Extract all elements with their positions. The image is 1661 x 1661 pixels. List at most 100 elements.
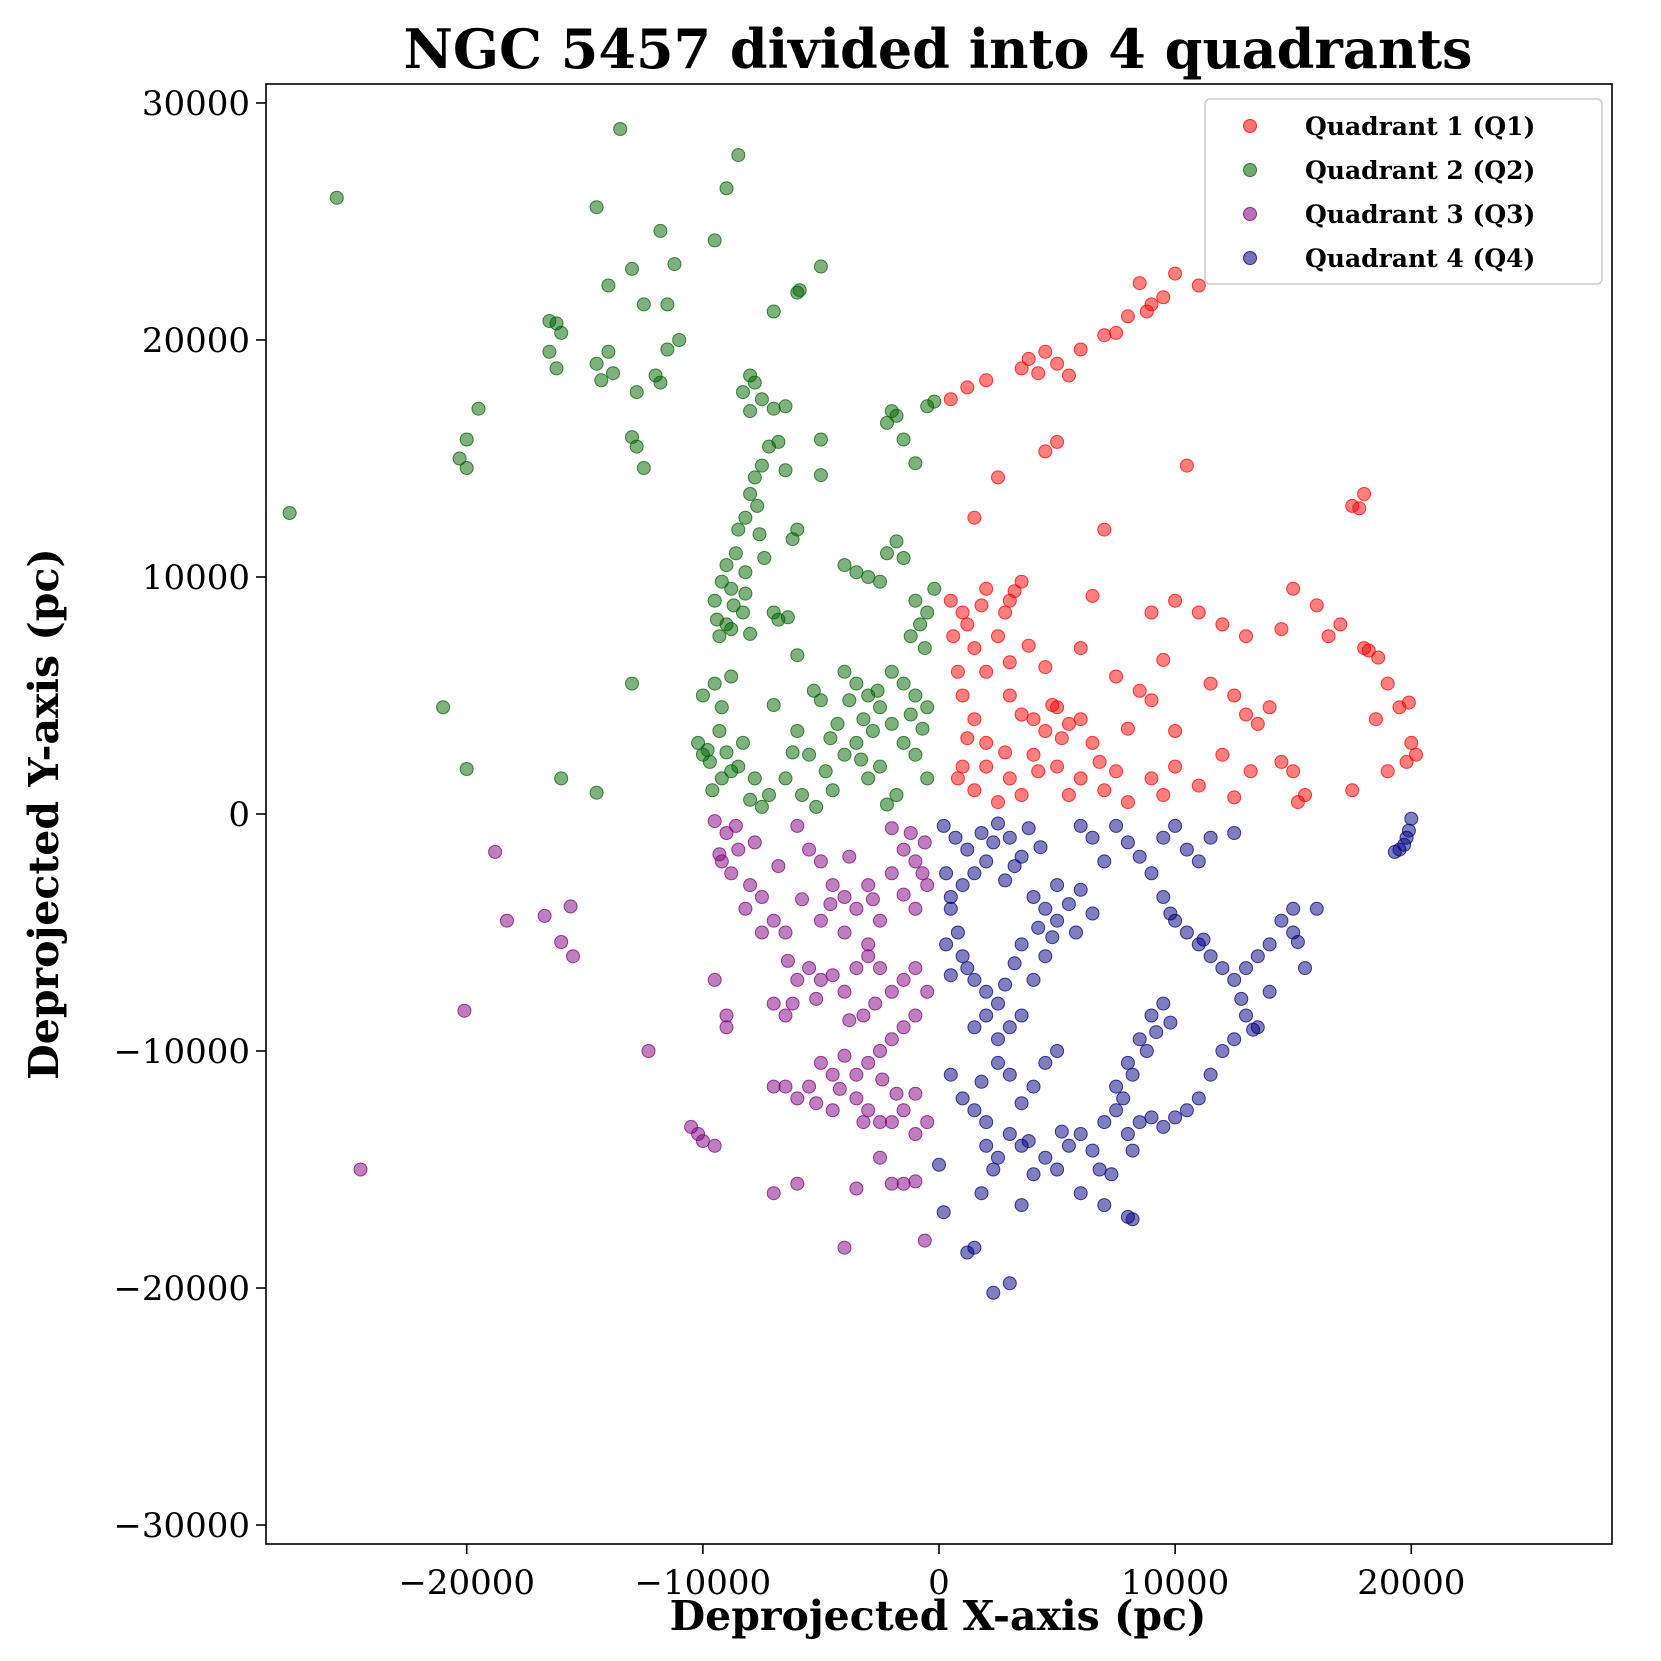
data-point xyxy=(1399,754,1414,769)
data-point xyxy=(728,546,743,561)
data-point xyxy=(1116,1091,1131,1106)
data-point xyxy=(1215,747,1230,762)
data-point xyxy=(778,1079,793,1094)
data-point xyxy=(1014,1008,1029,1023)
data-point xyxy=(1191,1091,1206,1106)
data-point xyxy=(1050,356,1065,371)
data-point xyxy=(738,565,753,580)
data-point xyxy=(282,506,297,520)
data-point xyxy=(1227,972,1242,987)
data-point xyxy=(778,771,793,786)
data-point xyxy=(1227,688,1242,703)
data-point xyxy=(1092,754,1107,769)
data-point xyxy=(785,996,800,1011)
data-point xyxy=(917,835,932,850)
data-point xyxy=(724,622,739,637)
data-point xyxy=(813,259,828,274)
data-point xyxy=(998,977,1013,992)
data-point xyxy=(1215,961,1230,976)
data-point xyxy=(1109,1103,1124,1118)
data-point xyxy=(754,799,769,814)
data-point xyxy=(653,223,668,238)
data-point xyxy=(790,818,805,833)
data-point xyxy=(1139,304,1154,319)
data-point xyxy=(554,771,569,786)
data-point xyxy=(705,783,720,798)
data-point xyxy=(865,892,880,907)
data-point xyxy=(1250,1020,1265,1035)
data-point xyxy=(771,859,786,874)
data-point xyxy=(915,866,930,881)
data-point xyxy=(1073,1127,1088,1141)
data-point xyxy=(849,961,864,976)
data-point xyxy=(813,854,828,869)
data-point xyxy=(641,1044,656,1058)
legend-entry-q1: Quadrant 1 (Q1) xyxy=(1243,112,1535,141)
y-axis-label: Deprojected Y-axis (pc) xyxy=(20,548,68,1080)
data-point xyxy=(955,759,970,774)
data-point xyxy=(780,610,795,625)
data-point xyxy=(712,847,727,862)
data-point xyxy=(818,764,833,779)
data-point xyxy=(948,830,963,845)
data-point xyxy=(653,375,668,390)
data-point xyxy=(1132,683,1147,698)
y-tick-label: −30000 xyxy=(113,1506,250,1546)
data-point xyxy=(1073,771,1088,786)
data-point xyxy=(1227,790,1242,805)
data-point xyxy=(719,181,734,196)
data-point xyxy=(1309,901,1324,916)
data-point xyxy=(743,792,758,807)
data-point xyxy=(979,759,994,774)
data-point xyxy=(1038,660,1053,675)
data-point xyxy=(707,676,722,691)
data-point xyxy=(1097,854,1112,869)
data-point xyxy=(436,700,451,715)
data-point xyxy=(842,693,857,708)
data-point xyxy=(991,816,1005,831)
data-point xyxy=(1002,830,1017,845)
data-point xyxy=(695,1134,710,1149)
data-point xyxy=(743,626,758,641)
data-point xyxy=(896,676,911,691)
data-point xyxy=(1333,617,1348,632)
data-point xyxy=(1097,783,1112,798)
data-point xyxy=(1274,622,1289,637)
data-point xyxy=(353,1162,368,1177)
data-point xyxy=(452,451,467,466)
data-point xyxy=(1132,1115,1147,1130)
data-point xyxy=(1409,747,1423,762)
data-point xyxy=(1156,890,1171,904)
data-point xyxy=(849,1067,864,1082)
data-point xyxy=(1203,830,1218,845)
data-point xyxy=(861,1103,876,1118)
data-point xyxy=(1139,1044,1154,1058)
data-point xyxy=(967,712,982,727)
data-point xyxy=(873,1150,887,1165)
legend: Quadrant 1 (Q1) Quadrant 2 (Q2) Quadrant… xyxy=(1204,98,1603,285)
data-point xyxy=(1097,522,1112,537)
series-q2 xyxy=(282,122,942,814)
data-point xyxy=(629,439,644,454)
data-point xyxy=(960,617,975,632)
legend-label-q1: Quadrant 1 (Q1) xyxy=(1305,112,1535,141)
data-point xyxy=(936,1205,951,1220)
data-point xyxy=(1007,956,1022,971)
data-point xyxy=(967,1240,982,1255)
data-point xyxy=(731,842,746,857)
data-point xyxy=(915,721,930,736)
data-point xyxy=(750,498,765,513)
data-point xyxy=(873,1044,887,1058)
data-point xyxy=(837,664,852,679)
data-point xyxy=(1290,795,1305,810)
data-point xyxy=(1168,818,1183,833)
data-point xyxy=(710,612,724,627)
data-point xyxy=(731,522,746,537)
data-point xyxy=(861,771,876,786)
data-point xyxy=(849,735,864,750)
data-point xyxy=(943,968,958,983)
data-point xyxy=(998,745,1013,760)
data-point xyxy=(986,835,1001,850)
data-point xyxy=(896,887,911,902)
data-point xyxy=(1002,1127,1017,1141)
